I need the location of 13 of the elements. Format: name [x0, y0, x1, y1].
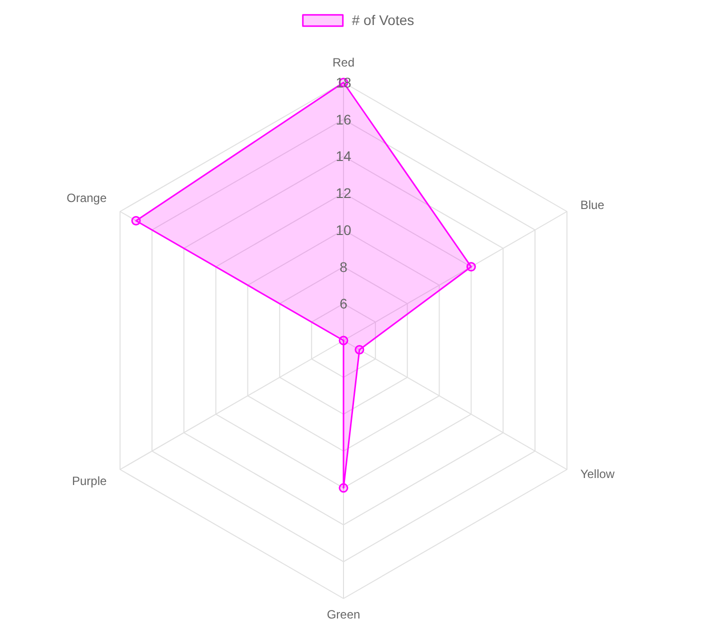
y-tick-label: 8	[340, 258, 348, 275]
spoke-label: Blue	[580, 198, 605, 212]
legend-label: # of Votes	[352, 12, 414, 28]
y-tick-label: 12	[336, 185, 352, 202]
spoke-label: Yellow	[580, 467, 615, 482]
y-tick-label: 14	[336, 148, 352, 164]
spoke-label: Orange	[66, 191, 107, 206]
spoke-label: Green	[326, 608, 360, 622]
spoke-label: Purple	[72, 474, 107, 488]
y-tick-label: 6	[340, 296, 348, 312]
spoke-label: Red	[332, 56, 355, 70]
y-tick-label: 16	[336, 111, 352, 128]
y-tick-label: 10	[336, 222, 352, 238]
